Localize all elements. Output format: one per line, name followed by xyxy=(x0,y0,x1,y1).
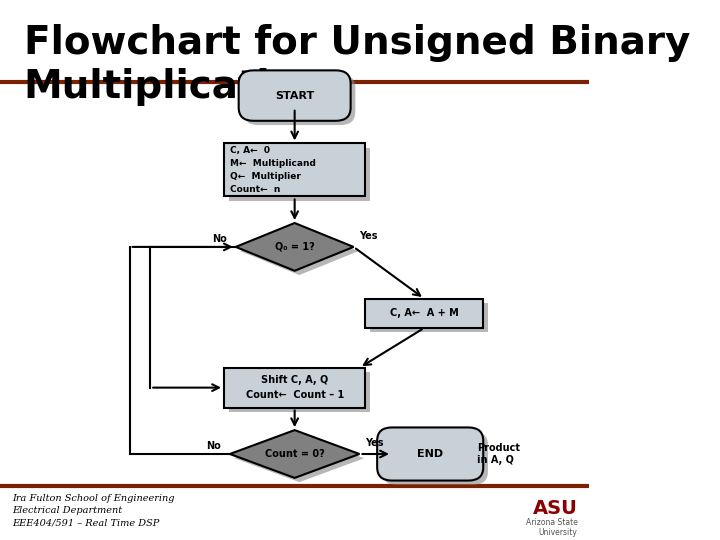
Text: No: No xyxy=(206,441,221,451)
Text: Flowchart for Unsigned Binary
Multiplication: Flowchart for Unsigned Binary Multiplica… xyxy=(24,24,690,106)
FancyBboxPatch shape xyxy=(365,299,483,328)
Text: Ira Fulton School of Engineering
Electrical Department
EEE404/591 – Real Time DS: Ira Fulton School of Engineering Electri… xyxy=(12,494,174,528)
FancyBboxPatch shape xyxy=(243,75,356,125)
Text: Shift C, A, Q
Count←  Count – 1: Shift C, A, Q Count← Count – 1 xyxy=(246,375,343,400)
FancyBboxPatch shape xyxy=(238,70,351,121)
Polygon shape xyxy=(235,223,354,271)
Text: C, A←  0
M←  Multiplicand
Q←  Multiplier
Count←  n: C, A← 0 M← Multiplicand Q← Multiplier Co… xyxy=(230,146,315,194)
Text: END: END xyxy=(417,449,444,459)
FancyBboxPatch shape xyxy=(224,143,365,197)
Text: Count = 0?: Count = 0? xyxy=(265,449,325,459)
FancyBboxPatch shape xyxy=(229,372,370,412)
Text: Product
in A, Q: Product in A, Q xyxy=(477,443,521,465)
Polygon shape xyxy=(240,227,359,275)
FancyBboxPatch shape xyxy=(229,147,370,201)
Text: Arizona State
University: Arizona State University xyxy=(526,518,577,537)
Text: Yes: Yes xyxy=(365,438,384,448)
FancyBboxPatch shape xyxy=(370,303,488,332)
Text: START: START xyxy=(275,91,314,100)
Text: Yes: Yes xyxy=(359,231,378,241)
Polygon shape xyxy=(230,430,359,478)
FancyBboxPatch shape xyxy=(377,428,483,481)
Polygon shape xyxy=(235,434,364,482)
Text: Q₀ = 1?: Q₀ = 1? xyxy=(275,242,315,252)
Text: ASU: ASU xyxy=(533,499,577,518)
FancyBboxPatch shape xyxy=(382,431,488,485)
Text: No: No xyxy=(212,234,227,244)
FancyBboxPatch shape xyxy=(224,368,365,408)
Text: C, A←  A + M: C, A← A + M xyxy=(390,308,459,318)
